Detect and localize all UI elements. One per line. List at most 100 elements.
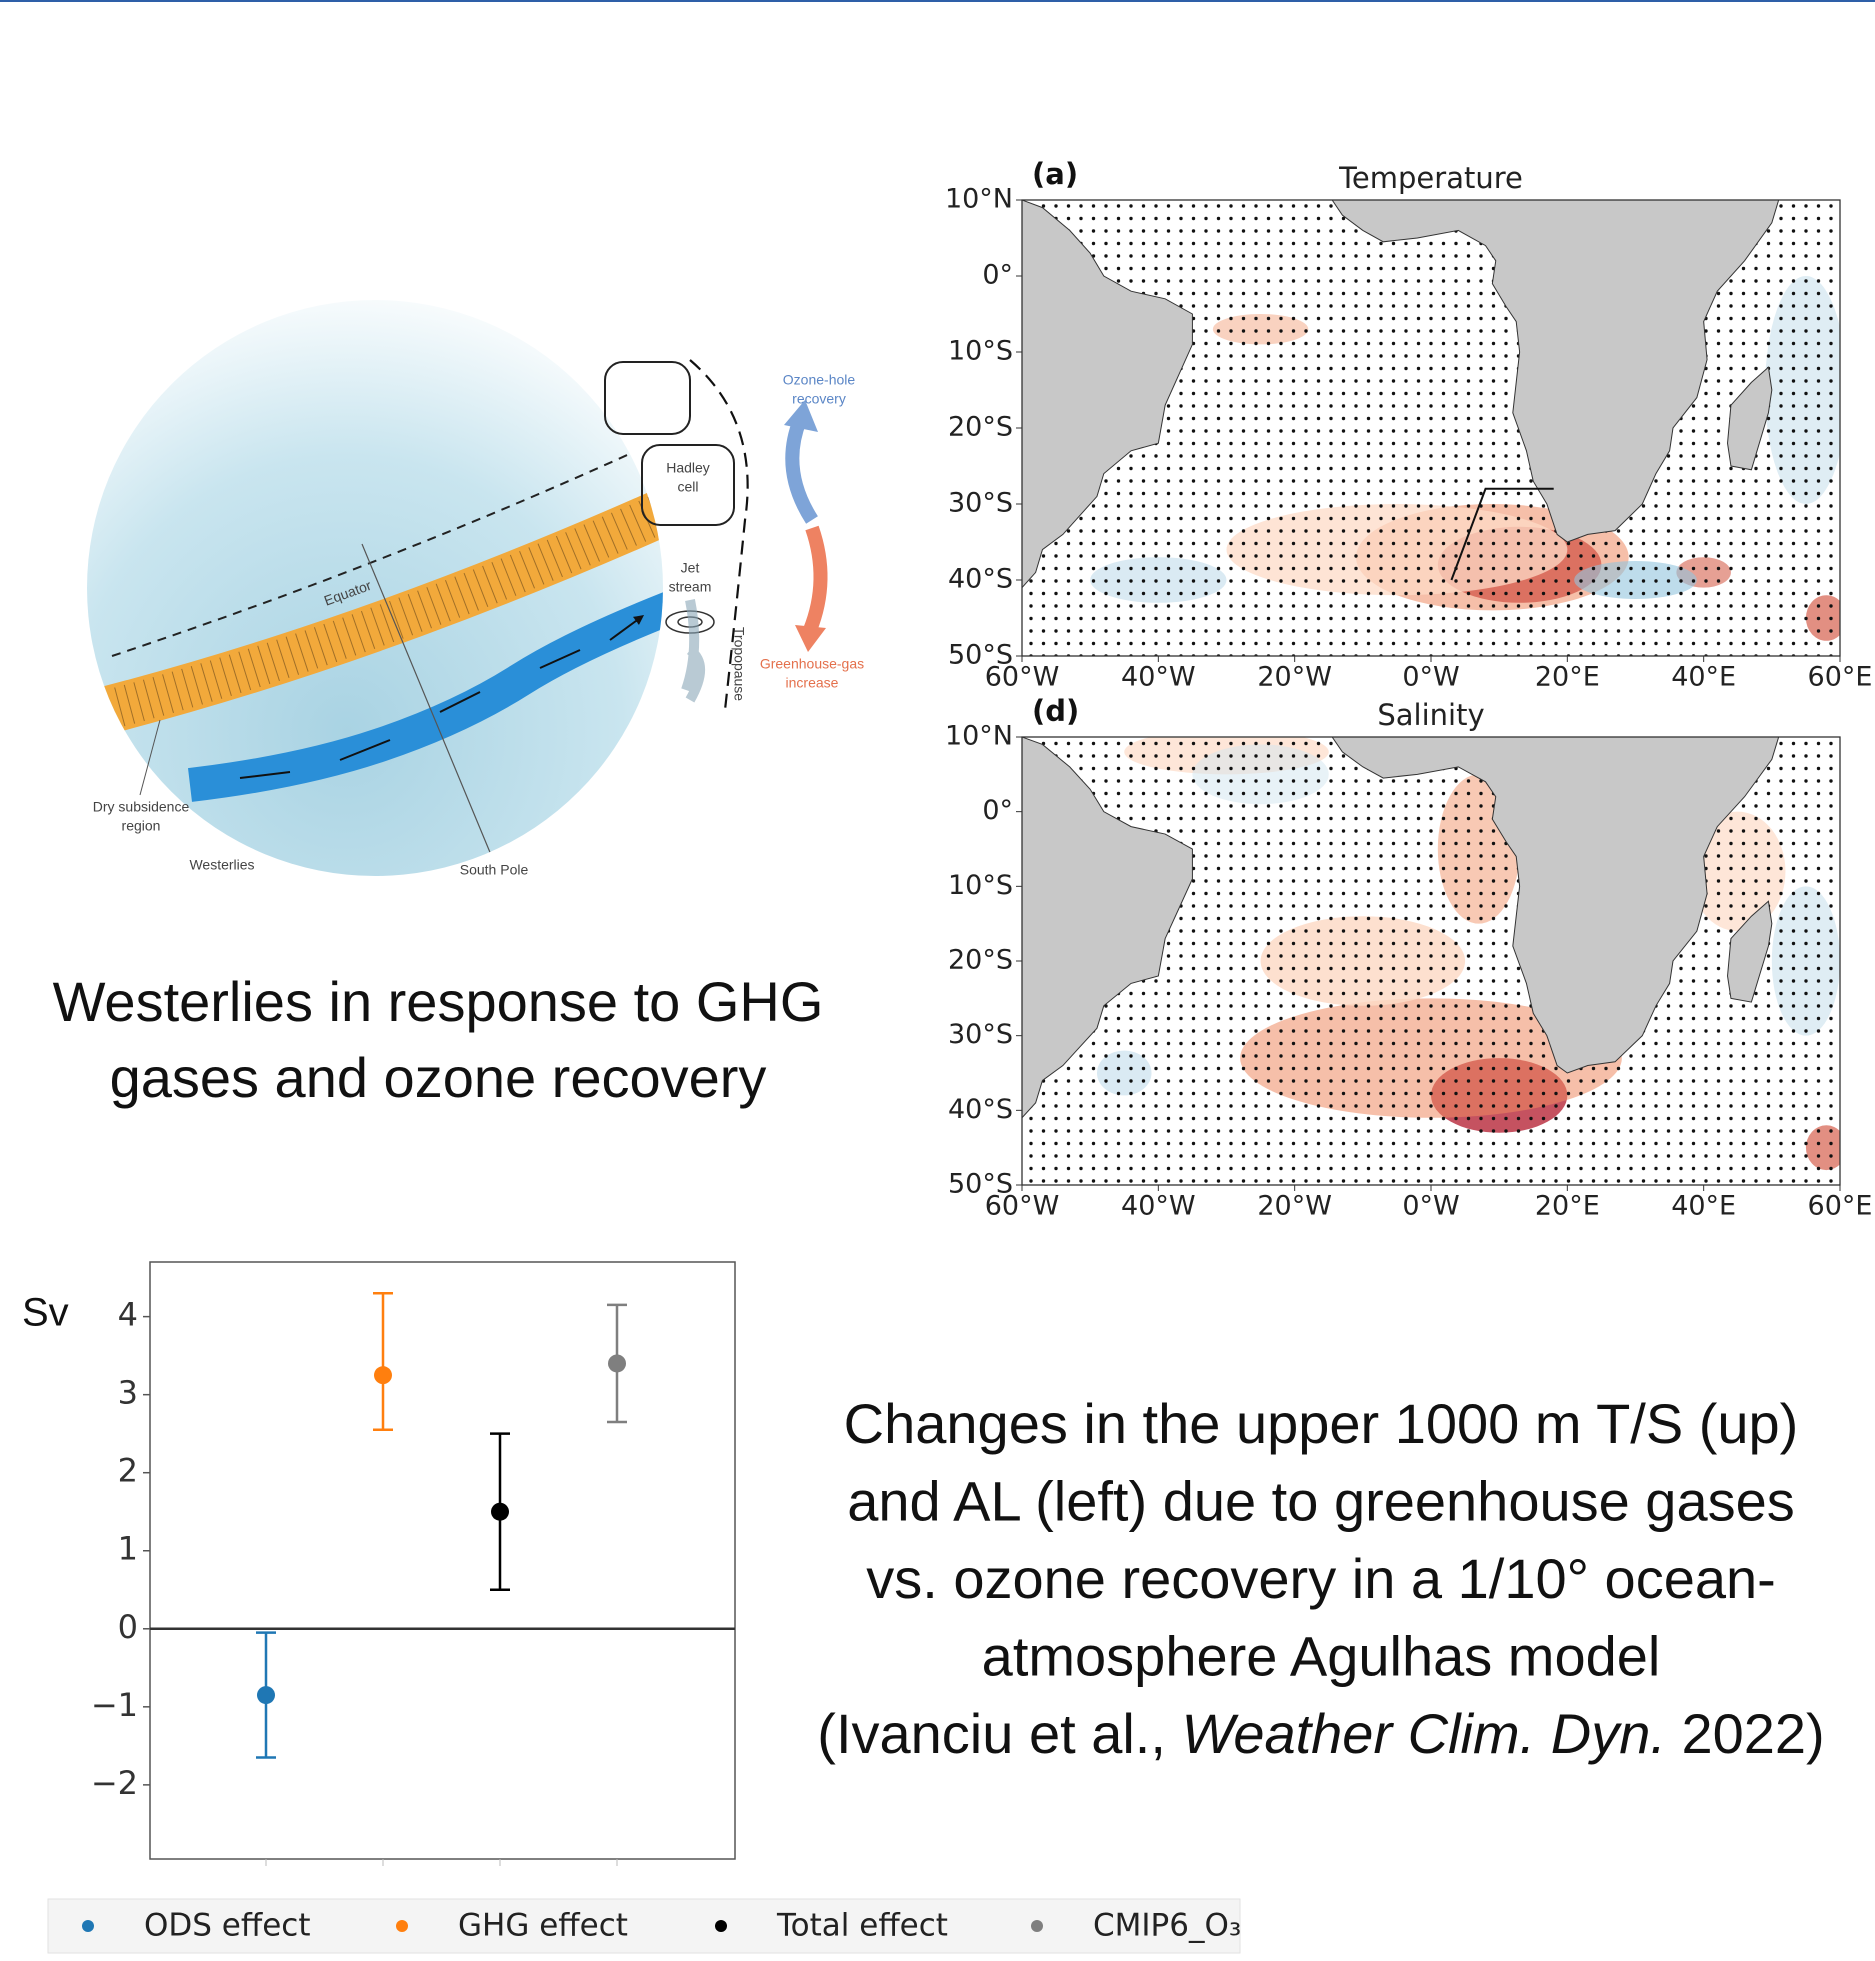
hadley-cell-loop	[641, 444, 735, 526]
y-tick-label: 3	[118, 1374, 138, 1412]
map-title: Temperature	[1338, 161, 1523, 195]
caption-left-line: gases and ozone recovery	[110, 1046, 767, 1109]
map-x-tick-label: 40°W	[1121, 662, 1196, 693]
point	[257, 1686, 275, 1705]
map-x-tick-label: 0°W	[1402, 662, 1459, 693]
hadley-cell-label: Hadley	[666, 460, 710, 476]
map-x-tick-label: 60°W	[985, 662, 1060, 693]
map-x-tick-label: 20°W	[1257, 1191, 1332, 1222]
land-africa	[1314, 200, 1780, 543]
map-y-tick-label: 10°N	[945, 721, 1013, 752]
map-title: Salinity	[1377, 698, 1484, 732]
map-field	[1022, 737, 1840, 1185]
dry-subsidence-label: region	[122, 818, 161, 834]
legend-marker	[396, 1920, 408, 1932]
ghg-arrow	[803, 525, 828, 633]
map-x-tick-label: 20°E	[1535, 662, 1600, 693]
y-tick-label: 4	[118, 1296, 138, 1334]
legend-marker	[82, 1920, 94, 1932]
map-y-tick-label: 50°S	[948, 1169, 1013, 1200]
caption-right-line: and AL (left) due to greenhouse gases	[847, 1469, 1795, 1532]
map-panel-label: (d)	[1032, 694, 1079, 728]
caption-left-line: Westerlies in response to GHG	[53, 970, 824, 1033]
map-y-tick-label: 50°S	[948, 640, 1013, 671]
land-south-america	[1022, 200, 1193, 589]
map-x-tick-label: 60°W	[985, 1191, 1060, 1222]
dry-subsidence-label: Dry subsidence	[93, 799, 190, 815]
hadley-cell-label: cell	[677, 479, 698, 495]
legend-marker	[1031, 1920, 1043, 1932]
ghg-increase-label: increase	[786, 675, 839, 691]
ozone-arrow-head	[784, 400, 818, 432]
equator-line	[111, 439, 661, 657]
land-africa	[1314, 737, 1780, 1074]
land-madagascar	[1727, 366, 1773, 471]
westerlies-band	[188, 584, 663, 802]
point	[608, 1354, 626, 1373]
map-y-tick-label: 40°S	[948, 1094, 1013, 1125]
diagram	[87, 300, 828, 876]
ozone-hole-label: Ozone-hole	[783, 372, 856, 388]
ghg-increase-label: Greenhouse-gas	[760, 656, 864, 672]
jet-stream-label: Jet	[681, 560, 700, 576]
point	[374, 1366, 392, 1385]
map-x-tick-label: 20°E	[1535, 1191, 1600, 1222]
ozone-arrow	[785, 417, 818, 524]
land-madagascar	[1727, 900, 1773, 1003]
jet-cloud	[681, 599, 705, 703]
map-x-tick-label: 20°W	[1257, 662, 1332, 693]
map-x-tick-label: 60°E	[1808, 662, 1873, 693]
map-y-tick-label: 40°S	[948, 564, 1013, 595]
y-tick-label: −2	[91, 1764, 138, 1802]
y-tick-label: 2	[118, 1452, 138, 1490]
map-panel: 10°N 0° 10°S 20°S 30°S 40°S 50°S60°W 40°W 20°W 0°…	[945, 694, 1873, 1222]
point	[491, 1502, 509, 1521]
section-line	[1450, 487, 1554, 581]
legend-label: ODS effect	[144, 1908, 311, 1944]
caption-right-line: Changes in the upper 1000 m T/S (up)	[844, 1392, 1799, 1455]
chart: Sv −2 −1 0 1 2 3 4 ODS effect GHG effect Total eff…	[22, 1261, 1241, 1954]
map-y-tick-label: 10°S	[948, 870, 1013, 901]
map-field	[1022, 200, 1840, 656]
map-x-tick-label: 40°E	[1671, 662, 1736, 693]
plot-area	[149, 1261, 736, 1860]
ghg-arrow-head	[795, 625, 826, 652]
citation-journal: Weather Clim. Dyn.	[1181, 1702, 1665, 1765]
map-y-tick-label: 10°S	[948, 336, 1013, 367]
y-tick-label: 0	[118, 1608, 138, 1646]
map-x-tick-label: 60°E	[1808, 1191, 1873, 1222]
map-panel-label: (a)	[1032, 157, 1078, 191]
map-y-tick-label: 30°S	[948, 488, 1013, 519]
map-y-tick-label: 20°S	[948, 945, 1013, 976]
caption-citation: (Ivanciu et al., Weather Clim. Dyn. 2022…	[817, 1702, 1824, 1765]
y-axis-label: Sv	[22, 1291, 69, 1335]
map-y-tick-label: 30°S	[948, 1019, 1013, 1050]
tropopause-label: Tropopause	[731, 627, 747, 701]
pole-line	[361, 543, 495, 863]
westerlies-arrows	[239, 618, 640, 779]
cell	[604, 361, 691, 435]
tropopause-line	[689, 359, 749, 711]
citation-suffix: 2022)	[1666, 1702, 1825, 1765]
legend-label: Total effect	[776, 1908, 948, 1944]
map-y-tick-label: 20°S	[948, 412, 1013, 443]
leader	[139, 719, 161, 796]
y-tick-label: −1	[91, 1686, 138, 1724]
legend-label: CMIP6_O₃	[1093, 1908, 1241, 1944]
citation-prefix: (Ivanciu et al.,	[817, 1702, 1181, 1765]
caption-right-line: vs. ozone recovery in a 1/10° ocean-	[866, 1547, 1776, 1610]
legend-marker	[715, 1920, 727, 1932]
map-x-tick-label: 40°E	[1671, 1191, 1736, 1222]
land-south-america	[1022, 737, 1193, 1119]
legend-label: GHG effect	[458, 1908, 628, 1944]
map-y-tick-label: 10°N	[945, 184, 1013, 215]
globe	[87, 300, 663, 876]
map-panel: 10°N 0° 10°S 20°S 30°S 40°S 50°S60°W 40°W 20°W 0°…	[945, 157, 1873, 693]
dry-band	[94, 478, 663, 736]
westerlies-label: Westerlies	[189, 857, 254, 873]
caption-right-line: atmosphere Agulhas model	[982, 1624, 1661, 1687]
ozone-hole-label: recovery	[792, 391, 846, 407]
map-y-tick-label: 0°	[982, 260, 1013, 291]
